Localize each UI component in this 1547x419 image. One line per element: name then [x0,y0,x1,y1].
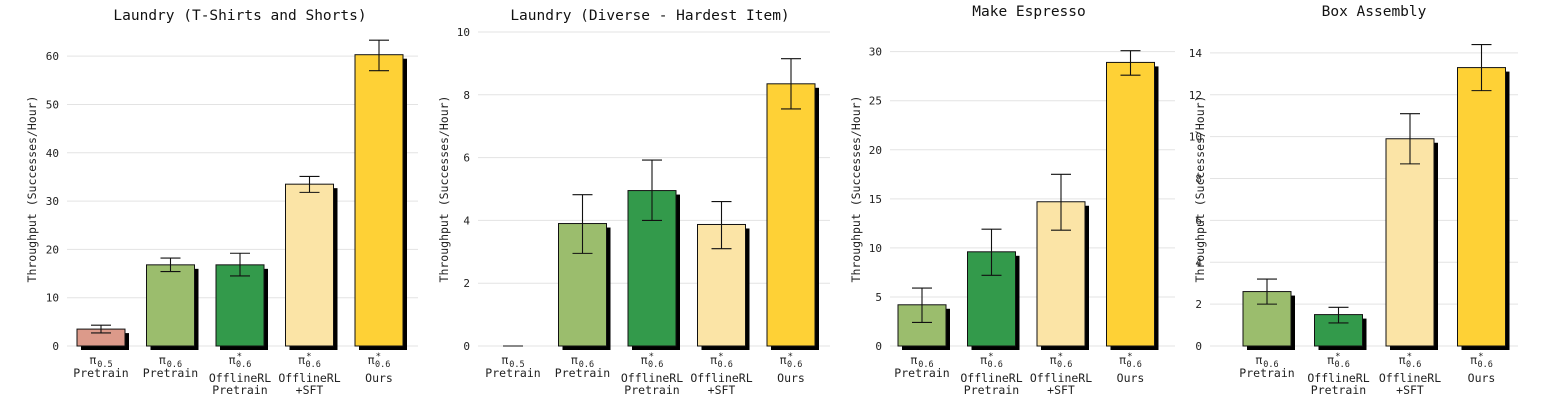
y-tick-label: 40 [46,147,59,160]
x-tick-sublabel: +SFT [296,383,324,397]
y-tick-label: 12 [1189,89,1202,102]
x-tick-sublabel: +SFT [708,383,736,397]
y-tick-label: 10 [46,292,59,305]
x-tick-label: π* 0.6 [780,352,803,370]
x-tick-sublabel: +SFT [1396,383,1424,397]
bar [146,264,195,347]
bar [1385,138,1435,347]
y-tick-label: 30 [46,195,59,208]
y-tick-label: 0 [1195,340,1202,353]
y-tick-label: 20 [46,243,59,256]
x-tick-sublabel: Pretrain [1239,366,1294,380]
x-tick-sublabel: OfflineRL [209,371,271,385]
y-tick-label: 4 [1195,256,1202,269]
x-tick-sublabel: Pretrain [964,383,1019,397]
y-tick-label: 2 [1195,298,1202,311]
y-tick-label: 0 [52,340,59,353]
x-tick-label: π* 0.6 [1327,352,1350,370]
y-tick-label: 10 [457,26,470,39]
x-tick-sublabel: Pretrain [624,383,679,397]
chart-panel: Box Assembly Throughput (Successes/Hour) 0… [1189,4,1518,397]
y-tick-label: 50 [46,98,59,111]
x-tick-label: π0.6 [571,353,594,370]
y-tick-label: 5 [875,291,882,304]
x-tick-label: π0.5 [501,353,524,370]
x-tick-label: π* 0.6 [229,352,252,370]
x-tick-label: π0.5 [89,353,112,370]
x-tick-label: π* 0.6 [1119,352,1142,370]
x-tick-sublabel: OfflineRL [960,371,1022,385]
bar [285,183,334,347]
y-tick-label: 8 [1195,173,1202,186]
x-tick-label: π* 0.6 [641,352,664,370]
x-tick-sublabel: Pretrain [73,366,128,380]
x-tick-sublabel: OfflineRL [690,371,752,385]
x-tick-sublabel: Pretrain [894,366,949,380]
x-tick-sublabel: Ours [1468,371,1496,385]
x-tick-label: π0.6 [910,353,933,370]
x-tick-sublabel: OfflineRL [621,371,683,385]
chart-panel: Make Espresso Throughput (Successes/Hour)… [849,4,1175,397]
x-tick-sublabel: Ours [365,371,393,385]
y-tick-label: 20 [869,144,882,157]
x-tick-sublabel: Pretrain [143,366,198,380]
x-tick-sublabel: Pretrain [555,366,610,380]
bar [215,264,265,347]
y-tick-label: 60 [46,50,59,63]
x-tick-label: π* 0.6 [368,352,391,370]
x-tick-label: π* 0.6 [298,352,321,370]
bar [1106,61,1155,347]
x-tick-label: π* 0.6 [1399,352,1422,370]
x-tick-label: π* 0.6 [1470,352,1493,370]
bar [766,83,816,347]
y-tick-label: 0 [463,340,470,353]
y-axis-label: Throughput (Successes/Hour) [1193,96,1207,283]
chart-title: Laundry (T-Shirts and Shorts) [113,8,366,24]
chart-title: Make Espresso [972,4,1086,20]
x-tick-sublabel: Ours [1117,371,1145,385]
x-tick-sublabel: Ours [777,371,805,385]
y-tick-label: 6 [1195,214,1202,227]
chart-title: Laundry (Diverse - Hardest Item) [510,8,789,24]
x-tick-sublabel: OfflineRL [1307,371,1369,385]
x-tick-sublabel: OfflineRL [1379,371,1441,385]
y-tick-label: 30 [869,46,882,59]
y-tick-label: 10 [1189,131,1202,144]
x-tick-label: π* 0.6 [1050,352,1073,370]
chart-title: Box Assembly [1322,4,1427,20]
x-tick-sublabel: OfflineRL [1030,371,1092,385]
x-tick-label: π0.6 [159,353,182,370]
y-tick-label: 15 [869,193,882,206]
chart-panel: Laundry (Diverse - Hardest Item) Throughp… [437,8,830,397]
y-tick-label: 14 [1189,47,1203,60]
x-tick-sublabel: Pretrain [1311,383,1366,397]
chart-panel: Laundry (T-Shirts and Shorts) Throughput … [25,8,418,397]
y-tick-label: 2 [463,277,470,290]
x-tick-label: π* 0.6 [980,352,1003,370]
y-axis-label: Throughput (Successes/Hour) [437,96,451,283]
x-tick-sublabel: OfflineRL [278,371,340,385]
x-tick-sublabel: Pretrain [212,383,267,397]
bar [1457,67,1506,347]
x-tick-label: π* 0.6 [710,352,733,370]
x-tick-label: π0.6 [1255,353,1278,370]
bar [1036,201,1086,347]
y-axis-label: Throughput (Successes/Hour) [849,96,863,283]
y-tick-label: 8 [463,89,470,102]
y-tick-label: 4 [463,214,470,227]
bar [354,54,404,347]
x-tick-sublabel: Pretrain [485,366,540,380]
y-tick-label: 0 [875,340,882,353]
y-axis-label: Throughput (Successes/Hour) [25,96,39,283]
y-tick-label: 10 [869,242,882,255]
y-tick-label: 25 [869,95,882,108]
y-tick-label: 6 [463,152,470,165]
x-tick-sublabel: +SFT [1047,383,1075,397]
